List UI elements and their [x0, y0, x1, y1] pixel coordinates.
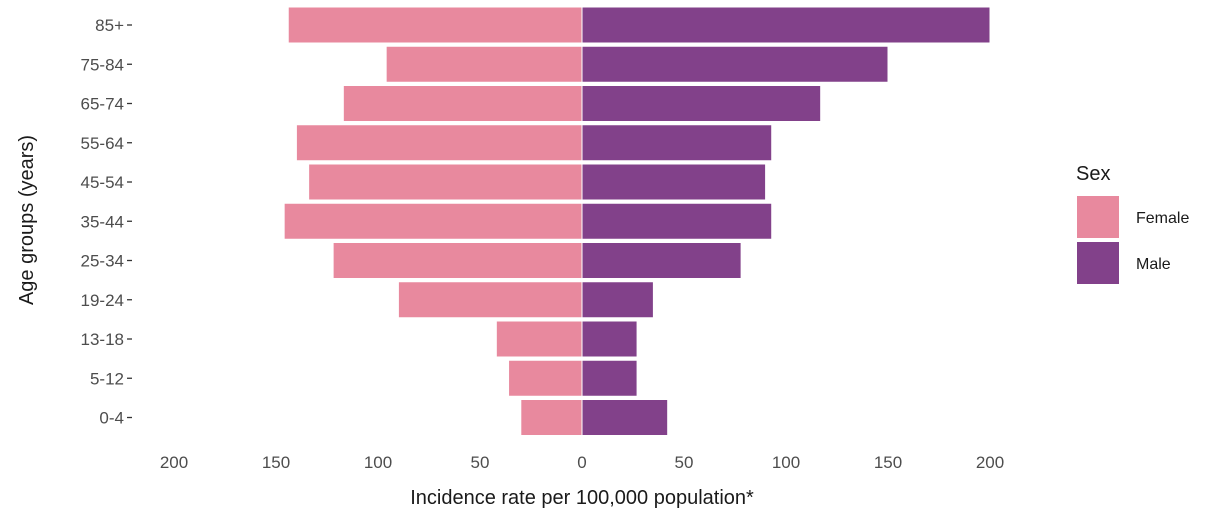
bar-male-65-74 — [581, 85, 822, 122]
bar-female-0-4 — [520, 399, 583, 436]
legend-label-male: Male — [1136, 256, 1171, 273]
y-axis-ticks: 0-4 5-12 13-18 19-24 25-34 35-44 45-54 55-64 65-… — [81, 16, 132, 428]
bar-male-35-44 — [581, 202, 773, 240]
bar-male-0-4 — [581, 399, 669, 436]
y-tick-label: 35-44 — [81, 212, 124, 231]
bar-female-5-12 — [508, 359, 583, 397]
y-tick-label: 19-24 — [81, 291, 124, 310]
x-tick-label: 50 — [675, 453, 694, 472]
bar-female-35-44 — [283, 202, 583, 240]
x-tick-label: 100 — [364, 453, 392, 472]
bar-female-65-74 — [342, 85, 583, 122]
bar-female-25-34 — [332, 242, 583, 279]
x-axis-title: Incidence rate per 100,000 population* — [410, 487, 754, 509]
legend-key-female — [1077, 196, 1119, 238]
bar-male-45-54 — [581, 163, 767, 201]
y-tick-label: 0-4 — [99, 409, 124, 428]
bar-male-85+ — [581, 6, 991, 44]
y-tick-label: 25-34 — [81, 252, 124, 271]
x-tick-label: 50 — [471, 453, 490, 472]
legend-key-male — [1077, 242, 1119, 284]
bar-female-45-54 — [308, 163, 583, 201]
bar-male-55-64 — [581, 124, 773, 162]
y-tick-label: 55-64 — [81, 134, 124, 153]
bar-female-85+ — [287, 6, 583, 44]
bars-group — [283, 6, 991, 436]
y-tick-label: 85+ — [95, 16, 124, 35]
bar-female-55-64 — [295, 124, 583, 162]
x-tick-label: 150 — [262, 453, 290, 472]
x-tick-label: 200 — [976, 453, 1004, 472]
x-axis-ticks: 200 150 100 50 0 50 100 150 200 — [160, 453, 1004, 472]
x-tick-label: 100 — [772, 453, 800, 472]
y-tick-label: 5-12 — [90, 369, 124, 388]
x-tick-label: 0 — [577, 453, 586, 472]
y-tick-label: 75-84 — [81, 55, 124, 74]
bar-male-5-12 — [581, 359, 638, 397]
legend: Sex Female Male — [1076, 163, 1189, 284]
bar-male-19-24 — [581, 281, 654, 319]
bar-female-19-24 — [397, 281, 583, 319]
legend-label-female: Female — [1136, 210, 1189, 227]
bar-female-75-84 — [385, 45, 583, 83]
x-tick-label: 150 — [874, 453, 902, 472]
bar-male-25-34 — [581, 242, 742, 279]
bar-male-75-84 — [581, 45, 889, 83]
y-tick-label: 65-74 — [81, 95, 124, 114]
bar-male-13-18 — [581, 320, 638, 358]
legend-title: Sex — [1076, 163, 1110, 185]
y-tick-label: 13-18 — [81, 330, 124, 349]
x-tick-label: 200 — [160, 453, 188, 472]
y-axis-title: Age groups (years) — [16, 135, 38, 305]
bar-female-13-18 — [495, 320, 583, 358]
y-tick-label: 45-54 — [81, 173, 124, 192]
